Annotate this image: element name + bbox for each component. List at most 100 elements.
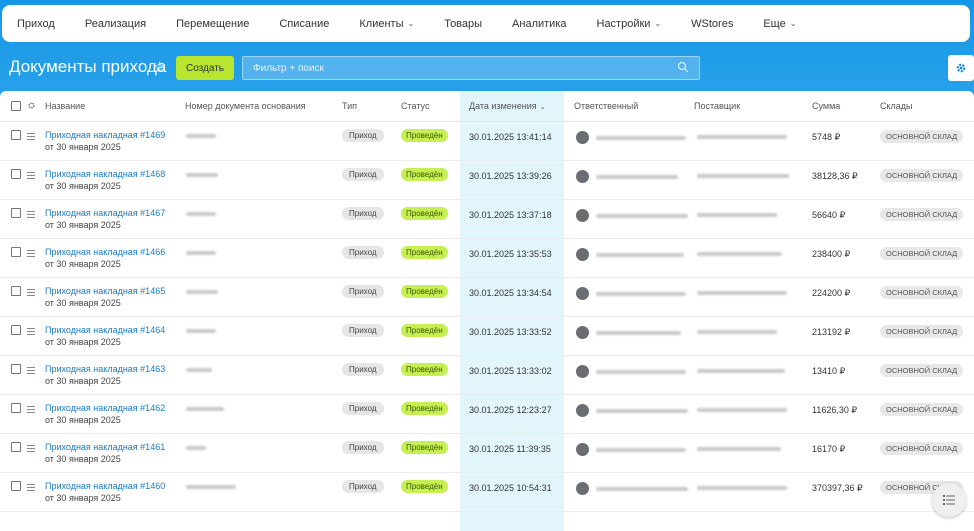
document-link[interactable]: Приходная накладная #1469 [45,130,166,140]
redacted-responsible [596,136,686,140]
nav-item[interactable]: Клиенты ⌄ [344,18,429,30]
document-link[interactable]: Приходная накладная #1463 [45,364,166,374]
select-all-checkbox[interactable] [11,101,21,111]
drag-handle-icon[interactable] [27,133,35,142]
row-checkbox[interactable] [11,130,21,140]
row-checkbox[interactable] [11,403,21,413]
column-header-warehouses[interactable]: Склады [880,101,913,111]
document-link[interactable]: Приходная накладная #1468 [45,169,166,179]
table-row[interactable]: Приходная накладная #1465 от 30 января 20… [0,277,974,317]
type-badge: Приход [342,207,384,220]
document-link[interactable]: Приходная накладная #1464 [45,325,166,335]
quick-menu-button[interactable] [932,483,966,517]
document-date: от 30 января 2025 [45,376,121,386]
page-header: Документы прихода ☆ Создать Фильтр + пои… [0,52,974,84]
status-badge: Проведён [401,168,448,181]
user-avatar-icon [576,287,589,300]
nav-item[interactable]: WStores [676,18,748,30]
drag-handle-icon[interactable] [27,211,35,220]
document-date: от 30 января 2025 [45,220,121,230]
document-link[interactable]: Приходная накладная #1467 [45,208,166,218]
changed-datetime: 30.01.2025 13:35:53 [469,249,552,259]
redacted-supplier [697,213,777,217]
row-checkbox[interactable] [11,325,21,335]
column-header-responsible[interactable]: Ответственный [574,101,639,111]
warehouse-badge: ОСНОВНОЙ СКЛАД [880,325,964,338]
nav-item[interactable]: Списание [264,18,344,30]
redacted-base-doc [186,446,206,450]
document-link[interactable]: Приходная накладная #1465 [45,286,166,296]
nav-item-label: Аналитика [512,17,567,30]
row-checkbox[interactable] [11,481,21,491]
search-input[interactable]: Фильтр + поиск [242,56,700,80]
user-avatar-icon [576,365,589,378]
user-avatar-icon [576,209,589,222]
table-row[interactable]: Приходная накладная #1460 от 30 января 20… [0,472,974,512]
redacted-supplier [697,447,781,451]
type-badge: Приход [342,480,384,493]
redacted-responsible [596,175,678,179]
redacted-responsible [596,292,686,296]
row-checkbox[interactable] [11,442,21,452]
chevron-down-icon: ⌄ [539,104,546,111]
redacted-base-doc [186,485,236,489]
chevron-down-icon: ⌄ [407,19,415,28]
drag-handle-icon[interactable] [27,484,35,493]
amount: 213192 ₽ [812,327,851,337]
column-header-status[interactable]: Статус [401,101,430,111]
nav-item[interactable]: Приход [2,18,70,30]
redacted-responsible [596,214,688,218]
drag-handle-icon[interactable] [27,406,35,415]
table-row[interactable]: Приходная накладная #1462 от 30 января 20… [0,394,974,434]
column-settings-icon[interactable] [27,101,36,110]
changed-datetime: 30.01.2025 13:33:52 [469,327,552,337]
table-row[interactable]: Приходная накладная #1461 от 30 января 20… [0,433,974,473]
drag-handle-icon[interactable] [27,289,35,298]
redacted-responsible [596,370,686,374]
table-row[interactable]: Приходная накладная #1464 от 30 января 20… [0,316,974,356]
nav-item[interactable]: Еще ⌄ [748,18,811,30]
status-badge: Проведён [401,441,448,454]
star-icon[interactable]: ☆ [153,59,167,76]
changed-datetime: 30.01.2025 12:23:27 [469,405,552,415]
changed-datetime: 30.01.2025 11:39:35 [469,444,551,454]
top-navigation: Приход Реализация Перемещение Списание Клиен… [2,5,970,42]
table-row[interactable]: Приходная накладная #1467 от 30 января 20… [0,199,974,239]
table-row[interactable]: Приходная накладная #1468 от 30 января 20… [0,160,974,200]
row-checkbox[interactable] [11,208,21,218]
drag-handle-icon[interactable] [27,367,35,376]
document-link[interactable]: Приходная накладная #1460 [45,481,166,491]
document-link[interactable]: Приходная накладная #1466 [45,247,166,257]
table-row[interactable]: Приходная накладная #1469 от 30 января 20… [0,121,974,161]
column-header-amount[interactable]: Сумма [812,101,841,111]
document-date: от 30 января 2025 [45,181,121,191]
table-row[interactable]: Приходная накладная #1466 от 30 января 20… [0,238,974,278]
settings-button[interactable] [948,55,974,81]
drag-handle-icon[interactable] [27,445,35,454]
document-link[interactable]: Приходная накладная #1462 [45,403,166,413]
row-checkbox[interactable] [11,364,21,374]
create-button[interactable]: Создать [176,56,234,80]
nav-item[interactable]: Настройки ⌄ [582,18,677,30]
row-checkbox[interactable] [11,169,21,179]
search-placeholder: Фильтр + поиск [253,63,324,74]
user-avatar-icon [576,443,589,456]
nav-item[interactable]: Реализация [70,18,161,30]
row-checkbox[interactable] [11,286,21,296]
document-link[interactable]: Приходная накладная #1461 [45,442,166,452]
column-header-type[interactable]: Тип [342,101,358,111]
search-icon[interactable] [677,61,689,73]
changed-datetime: 30.01.2025 10:54:31 [469,483,552,493]
drag-handle-icon[interactable] [27,172,35,181]
column-header-changed[interactable]: Дата изменения ⌄ [469,101,546,111]
drag-handle-icon[interactable] [27,328,35,337]
drag-handle-icon[interactable] [27,250,35,259]
nav-item[interactable]: Перемещение [161,18,264,30]
nav-item[interactable]: Аналитика [497,18,581,30]
row-checkbox[interactable] [11,247,21,257]
table-row[interactable]: Приходная накладная #1463 от 30 января 20… [0,355,974,395]
nav-item[interactable]: Товары [429,18,497,30]
column-header-name[interactable]: Название [45,101,86,111]
column-header-supplier[interactable]: Поставщик [694,101,741,111]
column-header-base-doc[interactable]: Номер документа основания [185,101,306,111]
